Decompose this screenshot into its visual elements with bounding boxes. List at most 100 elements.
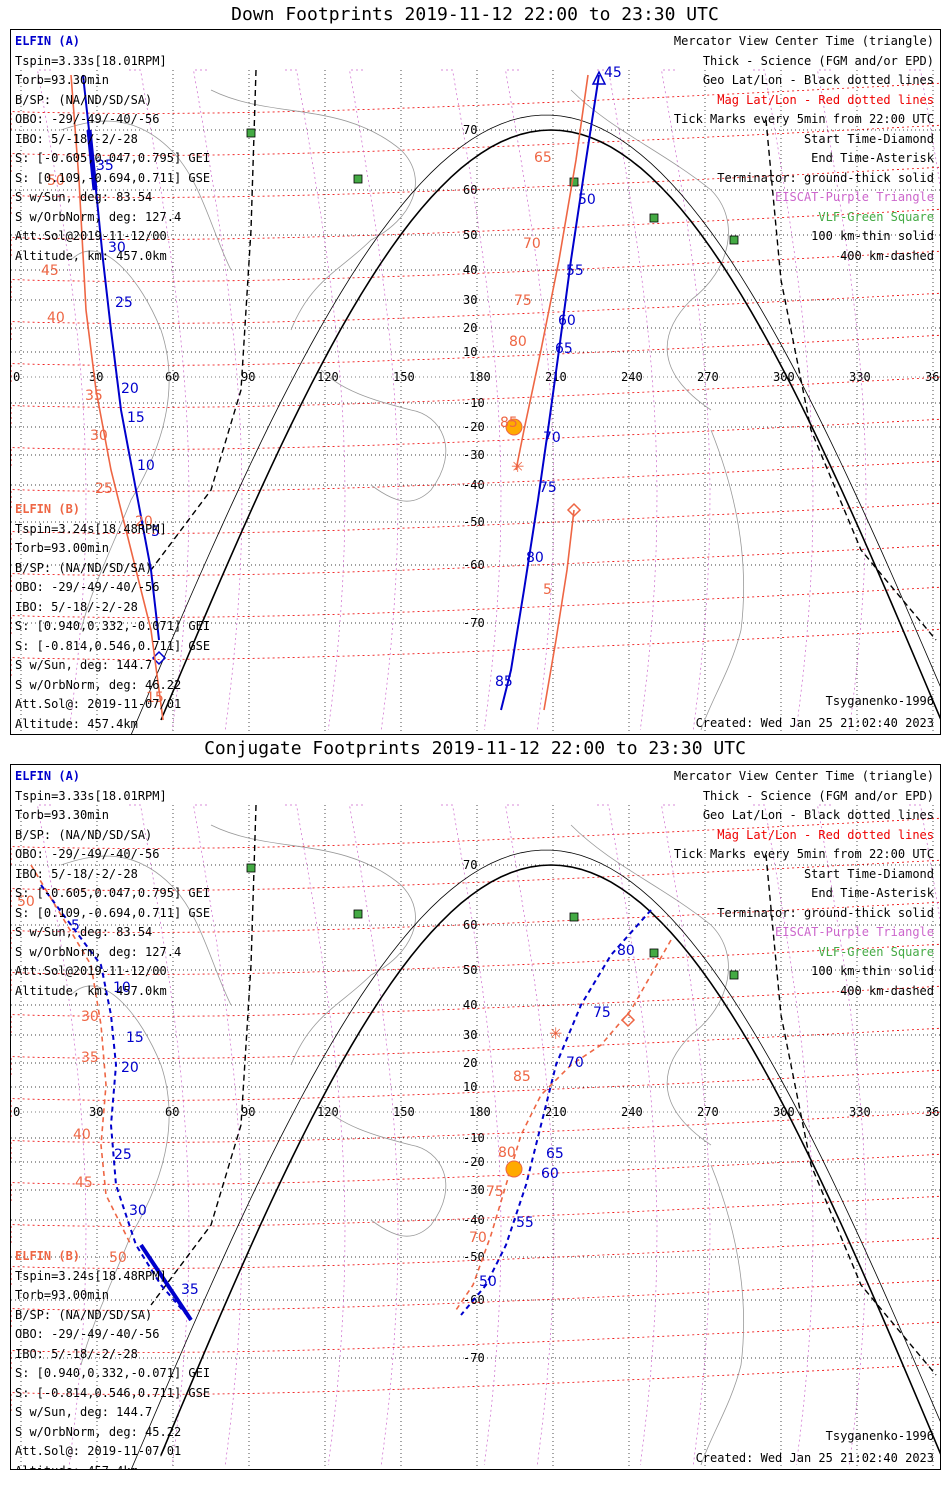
elfin-a-tick-label: 15: [126, 1030, 144, 1046]
elfin-b-tick-label: 50: [17, 894, 35, 910]
lat-tick-label: 40: [463, 263, 477, 277]
lat-tick-label: 10: [463, 1080, 477, 1094]
lat-tick-label: 50: [463, 228, 477, 242]
lon-tick-label: 30: [89, 370, 103, 384]
vlf-station-marker: [569, 912, 579, 922]
legend-entry: 100 km-thin solid: [811, 964, 934, 978]
info-line: IBO: 5/-18/-2/-28: [15, 1346, 138, 1361]
legend-entry: End Time-Asterisk: [811, 886, 934, 900]
info-line: OBO: -29/-49/-40/-56: [15, 847, 160, 861]
info-line: Altitude: 457.4km: [15, 716, 138, 731]
info-line: S: [-0.605,0.047,0.795] GEI: [15, 886, 211, 900]
info-line: OBO: -29/-49/-40/-56: [15, 1327, 160, 1341]
elfin-a-science: [139, 1243, 193, 1322]
sun-marker: [505, 418, 523, 436]
elfin-b-tick-label: 25: [95, 481, 113, 497]
elfin-a-science: [86, 129, 98, 191]
info-line: S w/Sun, deg: 83.54: [15, 925, 153, 939]
mag-lon-line: [193, 804, 243, 1466]
legend-entry: Tick Marks every 5min from 22:00 UTC: [673, 847, 934, 861]
elfin-b-tick-label: 30: [81, 1009, 99, 1025]
map-canvas-conjugate: 0306090120150180210240270300330360706050…: [11, 804, 940, 1469]
elfin-a-tick-label: 70: [543, 430, 561, 446]
coastline: [320, 1104, 447, 1237]
info-line: Torb=93.00min: [15, 541, 109, 555]
elfin-b-tick-label: 75: [514, 293, 532, 309]
info-line: S w/Sun, deg: 144.7: [15, 658, 153, 672]
vlf-station-marker: [246, 863, 256, 873]
legend-entry: VLF-Green Square: [818, 944, 934, 959]
info-line: S w/OrbNorm, deg: 45.22: [15, 1424, 182, 1439]
coastline: [570, 824, 729, 1146]
info-line: B/SP: (NA/ND/SD/SA): [15, 560, 153, 575]
start-time-diamond: [566, 502, 582, 518]
elfin-b-tick-label: 50: [109, 1250, 127, 1266]
legend-entry: 400 km-dashed: [840, 248, 934, 263]
info-line: Tspin=3.33s[18.01RPM]: [15, 788, 167, 803]
elfin-b-tick-label: 75: [486, 1184, 504, 1200]
mag-lon-line: [661, 69, 711, 731]
elfin-a-tick-label: 25: [114, 1147, 132, 1163]
vlf-station-marker: [729, 235, 739, 245]
created-timestamp: Created: Wed Jan 25 21:02:40 2023: [695, 1451, 934, 1465]
elfin-b-info: ELFIN (B) Tspin=3.24s[18.48RPM] Torb=93.0…: [15, 500, 210, 731]
elfin-a-tick-label: 70: [566, 1055, 584, 1071]
lat-tick-label: 60: [463, 183, 477, 197]
terminator-400km: [765, 854, 937, 1376]
elfin-b-tick-label: 80: [498, 1145, 516, 1161]
terminator-ground: [160, 129, 940, 721]
lat-tick-label: 70: [463, 123, 477, 137]
lon-tick-label: 360: [925, 370, 941, 384]
lat-tick-label: 60: [463, 918, 477, 932]
info-line: Att.Sol@2019-11-12/00: [15, 964, 167, 978]
model-label: Tsyganenko-1996: [825, 694, 934, 708]
info-line: OBO: -29/-49/-40/-56: [15, 112, 160, 126]
info-line: S: [-0.814,0.546,0.711] GSE: [15, 638, 211, 653]
elfin-a-tick-label: 55: [566, 263, 584, 279]
elfin-a-label: ELFIN (A): [15, 769, 81, 783]
lat-tick-label: 10: [463, 345, 477, 359]
info-line: Att.Sol@: 2019-11-07/01: [15, 1444, 182, 1458]
vlf-station-marker: [353, 909, 363, 919]
elfin-b-tick-label: 40: [47, 310, 65, 326]
elfin-a-tick-label: 10: [113, 980, 131, 996]
lat-tick-label: -20: [463, 420, 485, 434]
elfin-b-tick-label: 65: [534, 150, 552, 166]
elfin-a-tick-label: 50: [578, 192, 596, 208]
info-line: Torb=93.30min: [15, 808, 109, 822]
lat-tick-label: -40: [463, 1213, 485, 1227]
lat-tick-label: 30: [463, 1028, 477, 1042]
elfin-b-tick-label: 35: [85, 388, 103, 404]
info-line: Torb=93.00min: [15, 1288, 109, 1302]
info-line: Altitude: 457.4km: [15, 1462, 210, 1470]
info-line: S: [0.109,-0.694,0.711] GSE: [15, 170, 211, 185]
elfin-a-tick-label: 45: [604, 65, 622, 81]
coastline: [700, 1164, 745, 1466]
lat-tick-label: -10: [463, 1131, 485, 1145]
map-panel-down: 0306090120150180210240270300330360706050…: [10, 29, 941, 735]
coastline: [320, 369, 447, 502]
elfin-a-tick-label: 35: [96, 158, 114, 174]
elfin-a-tick-label: 75: [593, 1005, 611, 1021]
mag-lon-line: [505, 804, 555, 1466]
info-line: Tspin=3.24s[18.48RPM]: [15, 1268, 167, 1283]
lon-tick-label: 90: [241, 370, 255, 384]
coastline: [60, 120, 232, 271]
terminator-ground: [160, 864, 940, 1456]
mag-lon-line: [597, 804, 658, 1466]
elfin-a-track: [460, 909, 652, 1316]
info-line: B/SP: (NA/ND/SD/SA): [15, 827, 153, 842]
mag-lon-line: [349, 804, 399, 1466]
info-line: S: [0.109,-0.694,0.711] GSE: [15, 905, 211, 920]
legend-entry: Thick - Science (FGM and/or EPD): [702, 788, 934, 803]
legend-entry: 100 km-thin solid: [811, 229, 934, 243]
elfin-a-tick-label: 65: [555, 341, 573, 357]
elfin-b-tick-label: 70: [469, 1230, 487, 1246]
legend-down: Mercator View Center Time (triangle) Thic…: [674, 32, 934, 266]
lat-tick-label: 50: [463, 963, 477, 977]
info-line: Tspin=3.33s[18.01RPM]: [15, 53, 167, 68]
map-panel-conjugate: 0306090120150180210240270300330360706050…: [10, 764, 941, 1470]
legend-entry: EISCAT-Purple Triangle: [775, 190, 934, 204]
coastline: [210, 89, 416, 331]
elfin-a-info: ELFIN (A) Tspin=3.33s[18.01RPM] Torb=93.3…: [15, 32, 210, 263]
